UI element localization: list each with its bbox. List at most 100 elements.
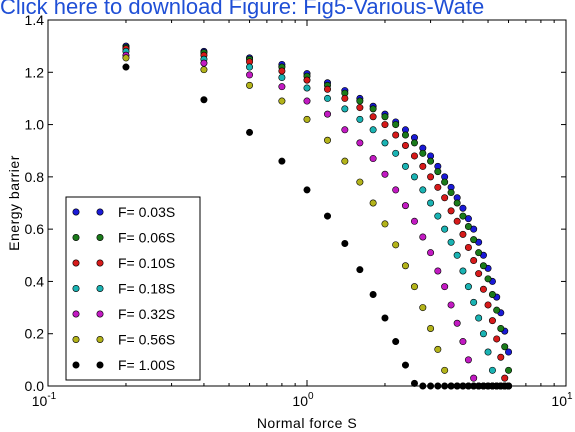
y-tick-label: 0.0 [25, 378, 45, 394]
legend-marker [96, 208, 104, 216]
x-axis-title: Normal force S [257, 415, 357, 431]
data-point [369, 126, 377, 134]
data-point [470, 257, 478, 265]
data-point [303, 84, 311, 92]
legend-label: F= 0.32S [118, 306, 175, 322]
data-point [464, 356, 472, 364]
data-point [427, 173, 435, 181]
data-point [447, 301, 455, 309]
data-point [419, 149, 427, 157]
data-point [470, 374, 478, 382]
legend-label: F= 0.06S [118, 230, 175, 246]
data-point [441, 225, 449, 233]
data-point [497, 353, 505, 361]
data-point [324, 110, 332, 118]
data-point [484, 301, 492, 309]
data-point [505, 382, 513, 390]
legend-marker [96, 259, 104, 267]
data-point [464, 223, 472, 231]
y-tick-label: 1.2 [25, 64, 45, 80]
data-point [200, 96, 208, 104]
data-point [122, 63, 130, 71]
data-point [246, 81, 254, 89]
data-point [324, 94, 332, 102]
data-point [419, 304, 427, 312]
legend-marker [96, 310, 104, 318]
data-point [401, 162, 409, 170]
data-point [401, 262, 409, 270]
data-point [356, 97, 364, 105]
data-point [381, 139, 389, 147]
data-point [200, 59, 208, 67]
data-point [341, 94, 349, 102]
data-point [410, 379, 418, 387]
data-point [392, 131, 400, 139]
data-point [501, 343, 509, 351]
series-6 [122, 63, 513, 390]
data-point [459, 230, 467, 238]
data-point [356, 139, 364, 147]
data-point [505, 348, 513, 356]
data-point [479, 285, 487, 293]
data-point [453, 319, 461, 327]
legend-label: F= 0.18S [118, 281, 175, 297]
y-tick-label: 0.4 [25, 273, 45, 289]
data-point [493, 306, 501, 314]
data-point [453, 199, 461, 207]
data-point [475, 314, 483, 322]
y-tick-label: 0.6 [25, 221, 45, 237]
download-figure-link[interactable]: Click here to download Figure: Fig5-Vari… [0, 0, 485, 19]
data-point [324, 85, 332, 93]
x-tick-label: 101 [551, 391, 573, 409]
data-point [356, 104, 364, 112]
data-point [447, 382, 455, 390]
data-point [419, 382, 427, 390]
data-point [459, 267, 467, 275]
data-point [441, 382, 449, 390]
x-tick-label: 100 [292, 391, 314, 409]
y-tick-label: 1.0 [25, 117, 45, 133]
data-point [470, 298, 478, 306]
data-point [453, 217, 461, 225]
data-point [479, 330, 487, 338]
data-point [356, 178, 364, 186]
data-point [464, 283, 472, 291]
data-point [484, 348, 492, 356]
data-point [434, 345, 442, 353]
y-tick-label: 0.2 [25, 326, 45, 342]
data-point [303, 115, 311, 123]
data-point [464, 243, 472, 251]
data-point [381, 121, 389, 129]
legend-box [65, 196, 201, 381]
data-point [493, 335, 501, 343]
data-point [303, 97, 311, 105]
data-point [401, 131, 409, 139]
data-point [392, 241, 400, 249]
data-point [369, 155, 377, 163]
data-point [434, 168, 442, 176]
data-point [401, 141, 409, 149]
data-point [501, 374, 509, 382]
data-point [278, 157, 286, 165]
data-point [427, 324, 435, 332]
data-point [427, 382, 435, 390]
data-point [484, 275, 492, 283]
data-point [246, 63, 254, 71]
legend-marker [96, 234, 104, 242]
data-point [459, 212, 467, 220]
legend-marker [72, 208, 80, 216]
data-point [369, 105, 377, 113]
y-axis-title: Energy barrier [6, 155, 22, 251]
data-point [441, 366, 449, 374]
data-point [447, 207, 455, 215]
data-point [427, 249, 435, 257]
data-point [475, 270, 483, 278]
data-point [246, 71, 254, 79]
data-point [410, 173, 418, 181]
data-point [434, 183, 442, 191]
data-point [459, 338, 467, 346]
data-point [246, 128, 254, 136]
data-point [122, 54, 130, 62]
data-point [479, 262, 487, 270]
data-point [324, 212, 332, 220]
